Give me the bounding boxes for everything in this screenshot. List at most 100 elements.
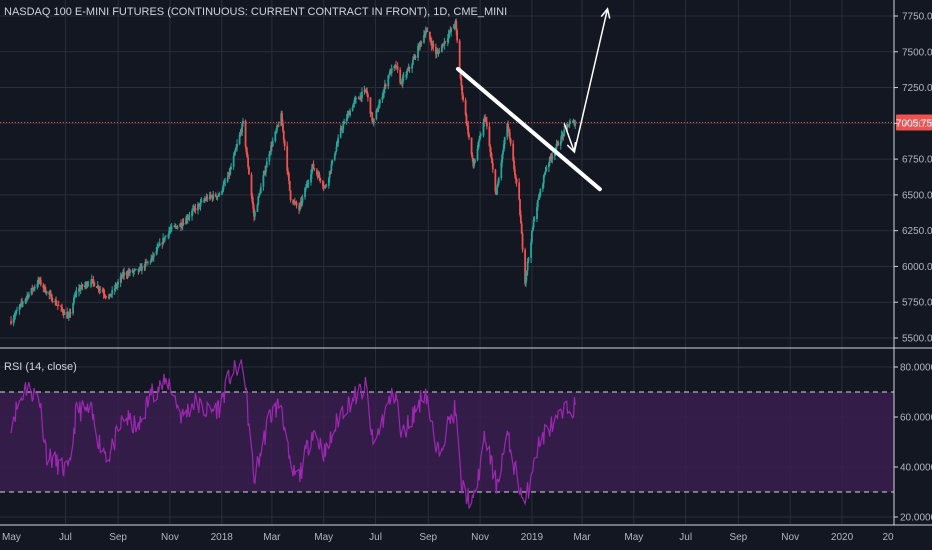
candle-body[interactable] <box>417 46 419 58</box>
candle-body[interactable] <box>406 71 408 75</box>
rsi-line[interactable] <box>10 359 576 509</box>
candle-body[interactable] <box>484 118 487 119</box>
candle-body[interactable] <box>387 75 390 87</box>
candle-body[interactable] <box>384 84 387 87</box>
candle-body[interactable] <box>531 227 534 232</box>
candle-body[interactable] <box>412 60 414 65</box>
candle-body[interactable] <box>36 284 39 288</box>
candle-body[interactable] <box>519 214 522 224</box>
candle-body[interactable] <box>33 287 36 289</box>
candle-body[interactable] <box>132 271 135 273</box>
candle-body[interactable] <box>265 161 268 168</box>
candle-body[interactable] <box>381 97 384 100</box>
candle-body[interactable] <box>150 258 153 262</box>
candle-body[interactable] <box>92 279 95 283</box>
candle-body[interactable] <box>222 184 225 190</box>
candle-body[interactable] <box>181 223 184 227</box>
candle-body[interactable] <box>411 64 413 69</box>
candle-body[interactable] <box>390 68 393 74</box>
candle-body[interactable] <box>66 311 69 319</box>
candle-body[interactable] <box>443 41 446 46</box>
candle-body[interactable] <box>304 188 307 189</box>
candle-body[interactable] <box>263 170 266 176</box>
candle-body[interactable] <box>271 141 274 147</box>
candle-body[interactable] <box>301 197 304 203</box>
candle-body[interactable] <box>167 234 170 237</box>
candle-body[interactable] <box>331 159 334 165</box>
candle-body[interactable] <box>221 189 224 192</box>
downtrend-line[interactable] <box>455 66 602 192</box>
candle-body[interactable] <box>51 301 54 303</box>
candle-body[interactable] <box>491 163 494 170</box>
candle-body[interactable] <box>229 169 232 175</box>
candle-body[interactable] <box>369 97 372 114</box>
candle-body[interactable] <box>217 195 220 197</box>
candle-body[interactable] <box>125 272 128 275</box>
candle-body[interactable] <box>138 267 141 272</box>
candle-body[interactable] <box>506 123 509 138</box>
candle-body[interactable] <box>288 180 291 191</box>
candle-body[interactable] <box>257 196 260 205</box>
candle-body[interactable] <box>185 217 187 225</box>
candle-body[interactable] <box>155 251 158 254</box>
candle-body[interactable] <box>208 194 211 200</box>
candle-body[interactable] <box>450 28 453 32</box>
candle-body[interactable] <box>559 141 562 146</box>
candle-body[interactable] <box>382 93 385 98</box>
candle-body[interactable] <box>127 271 130 276</box>
candle-body[interactable] <box>502 151 504 155</box>
candle-body[interactable] <box>30 288 33 294</box>
candle-body[interactable] <box>569 122 572 124</box>
candle-body[interactable] <box>48 291 51 295</box>
candle-body[interactable] <box>238 134 241 145</box>
candle-body[interactable] <box>396 66 399 70</box>
candle-body[interactable] <box>90 279 93 284</box>
candle-body[interactable] <box>313 168 316 170</box>
candle-body[interactable] <box>93 282 96 287</box>
candle-body[interactable] <box>275 130 278 132</box>
candle-body[interactable] <box>361 91 363 99</box>
candle-body[interactable] <box>399 69 402 83</box>
candle-body[interactable] <box>329 170 332 172</box>
candle-body[interactable] <box>287 173 290 181</box>
candle-body[interactable] <box>321 181 324 187</box>
rsi-title[interactable]: RSI (14, close) <box>4 361 77 373</box>
candle-body[interactable] <box>162 238 165 244</box>
candle-body[interactable] <box>438 51 441 53</box>
candle-body[interactable] <box>60 305 63 308</box>
candle-body[interactable] <box>15 310 18 314</box>
candle-body[interactable] <box>349 110 351 116</box>
candle-body[interactable] <box>246 152 249 158</box>
candle-body[interactable] <box>91 279 94 280</box>
candle-body[interactable] <box>133 269 136 272</box>
candle-body[interactable] <box>67 315 70 317</box>
candle-body[interactable] <box>557 142 560 146</box>
candle-body[interactable] <box>247 157 250 168</box>
candle-body[interactable] <box>536 207 538 220</box>
candle-body[interactable] <box>180 223 182 227</box>
candle-body[interactable] <box>520 223 523 234</box>
candle-body[interactable] <box>342 124 345 129</box>
candle-body[interactable] <box>472 158 475 167</box>
price-axis[interactable]: 5500.00 5750.00 6000.00 6250.00 6500.00 6750.… <box>894 12 932 345</box>
candle-body[interactable] <box>180 226 183 227</box>
candle-body[interactable] <box>63 311 66 315</box>
candle-body[interactable] <box>18 306 21 311</box>
candle-body[interactable] <box>74 292 77 297</box>
candle-body[interactable] <box>299 204 301 210</box>
candle-body[interactable] <box>325 185 328 187</box>
candle-body[interactable] <box>372 118 375 123</box>
rsi-series[interactable] <box>10 359 576 509</box>
candle-body[interactable] <box>483 118 486 122</box>
last-price-badge[interactable]: 7005.75 <box>896 114 932 131</box>
candle-body[interactable] <box>22 302 24 304</box>
candle-body[interactable] <box>363 89 366 92</box>
candle-body[interactable] <box>191 211 193 217</box>
candle-body[interactable] <box>423 34 426 36</box>
candle-body[interactable] <box>129 270 131 273</box>
candle-body[interactable] <box>420 41 423 43</box>
candle-body[interactable] <box>429 39 432 43</box>
candle-body[interactable] <box>119 276 122 283</box>
candle-body[interactable] <box>525 276 527 284</box>
candle-body[interactable] <box>508 128 510 133</box>
